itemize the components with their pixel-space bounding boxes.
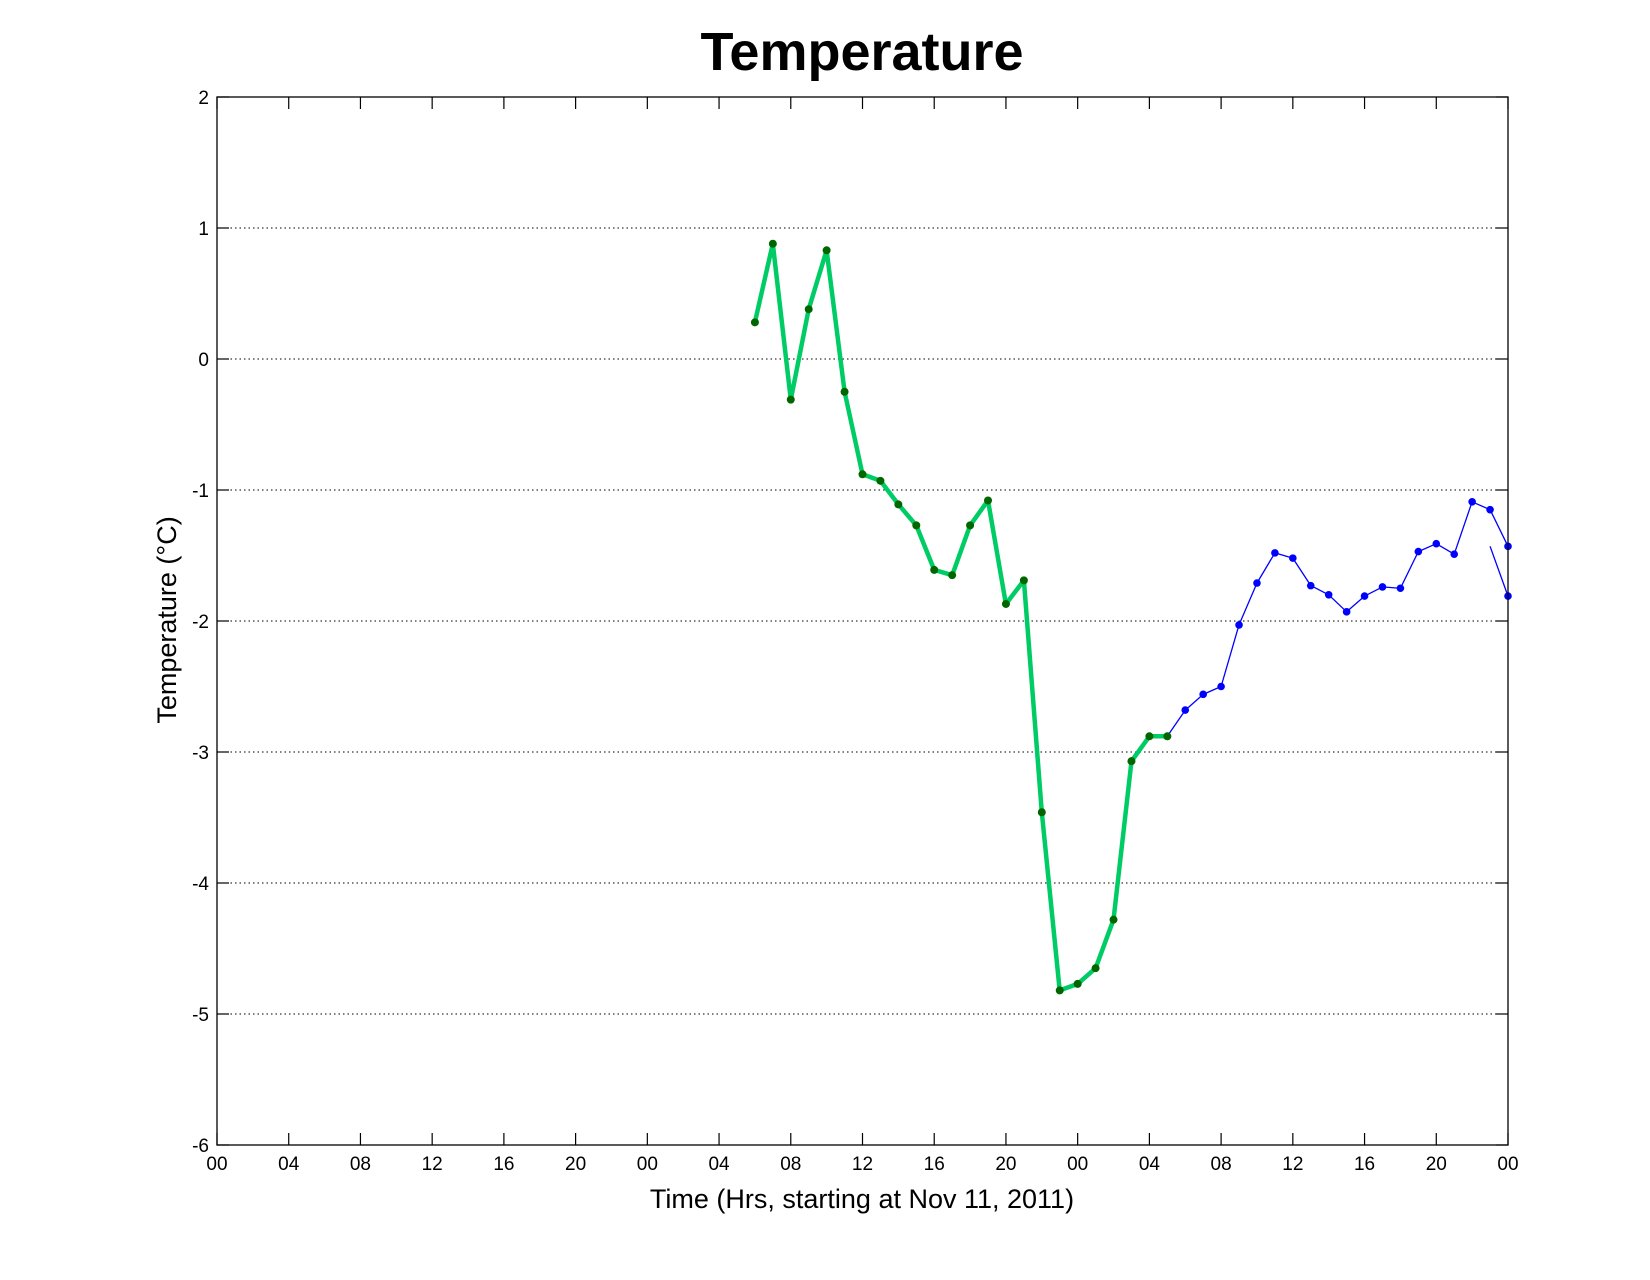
data-point-blue: [1181, 706, 1190, 714]
y-tick-label: 0: [198, 350, 209, 371]
data-point-green: [822, 246, 831, 255]
data-point-green: [858, 470, 867, 479]
data-point-green: [1073, 979, 1082, 988]
x-tick-label: 20: [995, 1154, 1016, 1175]
data-point-green: [1019, 576, 1028, 585]
x-tick-label: 16: [493, 1154, 514, 1175]
y-tick-label: -6: [192, 1136, 209, 1157]
data-point-green: [1109, 915, 1118, 924]
data-point-green: [948, 571, 957, 580]
data-point-green: [894, 500, 903, 509]
data-point-green: [930, 565, 939, 574]
data-point-blue: [1360, 592, 1369, 600]
data-point-green: [786, 395, 795, 404]
y-tick-label: 2: [198, 88, 209, 109]
data-point-green: [1037, 808, 1046, 817]
x-tick-label: 00: [206, 1154, 227, 1175]
y-tick-label: -4: [192, 874, 209, 895]
x-tick-label: 20: [565, 1154, 586, 1175]
x-tick-label: 00: [1067, 1154, 1088, 1175]
x-tick-label: 04: [1139, 1154, 1161, 1175]
data-point-blue: [1235, 621, 1243, 629]
data-point-blue: [1324, 591, 1333, 599]
data-point-blue: [1414, 547, 1423, 556]
data-point-blue: [1199, 690, 1207, 699]
data-point-blue: [1486, 505, 1494, 514]
data-point-blue: [1289, 554, 1297, 562]
data-point-green: [1001, 599, 1010, 608]
series-line-green: [752, 241, 1170, 993]
series-layer: [750, 239, 1512, 995]
y-tick-label: -5: [192, 1005, 209, 1026]
x-tick-label: 12: [422, 1154, 443, 1175]
x-tick-label: 16: [1354, 1154, 1375, 1175]
x-tick-label: 04: [708, 1154, 730, 1175]
data-point-blue: [1450, 550, 1459, 558]
data-point-green: [840, 387, 849, 396]
data-point-green: [1127, 757, 1136, 766]
y-axis-label: Temperature (°C): [152, 516, 182, 723]
series-line-blue-tail: [1489, 546, 1509, 597]
data-point-green: [1055, 986, 1064, 995]
x-tick-label: 00: [637, 1154, 658, 1175]
x-tick-label: 08: [780, 1154, 801, 1175]
x-tick-label: 08: [350, 1154, 371, 1175]
data-point-green: [804, 305, 813, 314]
x-axis-label: Time (Hrs, starting at Nov 11, 2011): [650, 1184, 1074, 1214]
x-tick-label: 12: [1282, 1154, 1303, 1175]
data-point-blue: [1217, 682, 1225, 691]
chart-title: Temperature: [700, 22, 1023, 82]
x-tick-label: 08: [1211, 1154, 1232, 1175]
data-point-blue: [1432, 539, 1441, 548]
x-tick-label: 12: [852, 1154, 873, 1175]
x-tick-label: 00: [1497, 1154, 1518, 1175]
data-point-blue: [1271, 549, 1279, 557]
series-line-blue: [1166, 501, 1509, 737]
y-tick-label: -3: [192, 743, 209, 764]
x-tick-label: 04: [278, 1154, 300, 1175]
data-point-green: [750, 318, 759, 327]
data-point-green: [768, 239, 777, 248]
data-point-green: [876, 476, 885, 485]
data-point-blue: [1378, 583, 1387, 591]
data-point-green: [1163, 732, 1172, 741]
x-tick-label: 16: [924, 1154, 945, 1175]
y-tick-label: -1: [192, 481, 209, 502]
y-tick-label: 1: [198, 219, 209, 240]
data-point-green: [984, 496, 993, 505]
data-point-green: [912, 521, 921, 530]
grid-lines: [217, 227, 1508, 1015]
data-point-blue: [1468, 497, 1476, 506]
data-point-green: [1091, 964, 1100, 973]
data-point-blue: [1253, 579, 1261, 587]
data-point-blue: [1396, 584, 1405, 593]
y-tick-label: -2: [192, 612, 209, 633]
data-point-green: [1145, 732, 1154, 741]
data-point-blue: [1342, 608, 1351, 616]
x-tick-label: 20: [1426, 1154, 1447, 1175]
data-point-green: [966, 521, 975, 530]
data-point-blue: [1306, 581, 1315, 590]
